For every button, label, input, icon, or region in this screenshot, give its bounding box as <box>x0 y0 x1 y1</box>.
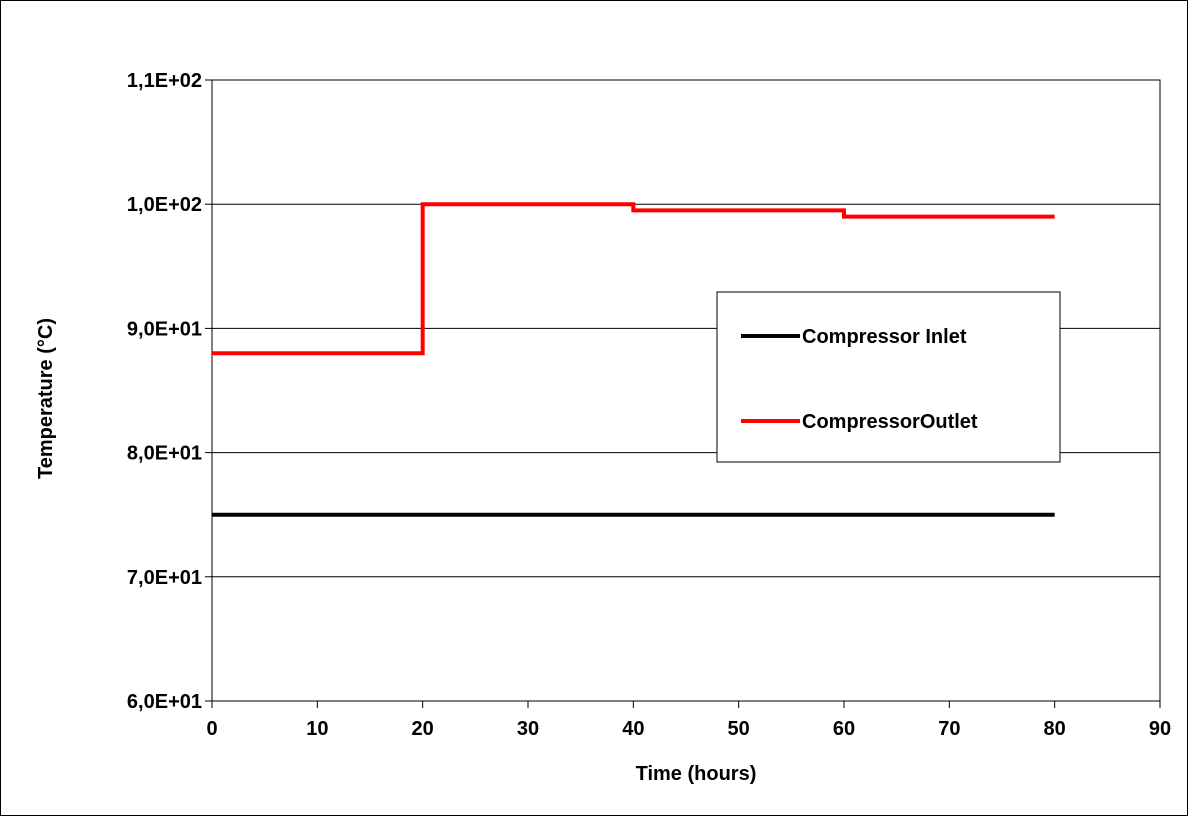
x-axis-title: Time (hours) <box>636 763 757 785</box>
x-tick-label: 10 <box>306 718 328 740</box>
x-tick-label: 0 <box>206 718 217 740</box>
y-tick-label: 8,0E+01 <box>127 443 202 465</box>
x-tick-label: 60 <box>833 718 855 740</box>
plot-area <box>211 79 1161 702</box>
x-tick-label: 80 <box>1044 718 1066 740</box>
legend: Compressor Inlet CompressorOutlet <box>716 291 1061 463</box>
legend-label-compressor-inlet: Compressor Inlet <box>802 326 967 348</box>
y-tick-label: 7,0E+01 <box>127 567 202 589</box>
y-tick-label: 6,0E+01 <box>127 691 202 713</box>
legend-label-compressor-outlet: CompressorOutlet <box>802 411 978 433</box>
legend-box <box>716 291 1061 463</box>
series-line-compressor-outlet <box>212 202 1055 356</box>
x-tick-label: 70 <box>938 718 960 740</box>
x-tick-label: 20 <box>412 718 434 740</box>
series-lines <box>212 202 1055 517</box>
x-tick-label: 50 <box>728 718 750 740</box>
y-tick-label: 1,0E+02 <box>127 194 202 216</box>
axis-ticks: 6,0E+01 7,0E+01 8,0E+01 9,0E+01 1,0E+02 1,1E+… <box>127 70 1171 740</box>
y-tick-label: 1,1E+02 <box>127 70 202 92</box>
x-tick-label: 30 <box>517 718 539 740</box>
y-axis-title: Temperature (°C) <box>35 318 57 479</box>
y-tick-label: 9,0E+01 <box>127 318 202 340</box>
x-tick-label: 40 <box>622 718 644 740</box>
x-tick-label: 90 <box>1149 718 1171 740</box>
